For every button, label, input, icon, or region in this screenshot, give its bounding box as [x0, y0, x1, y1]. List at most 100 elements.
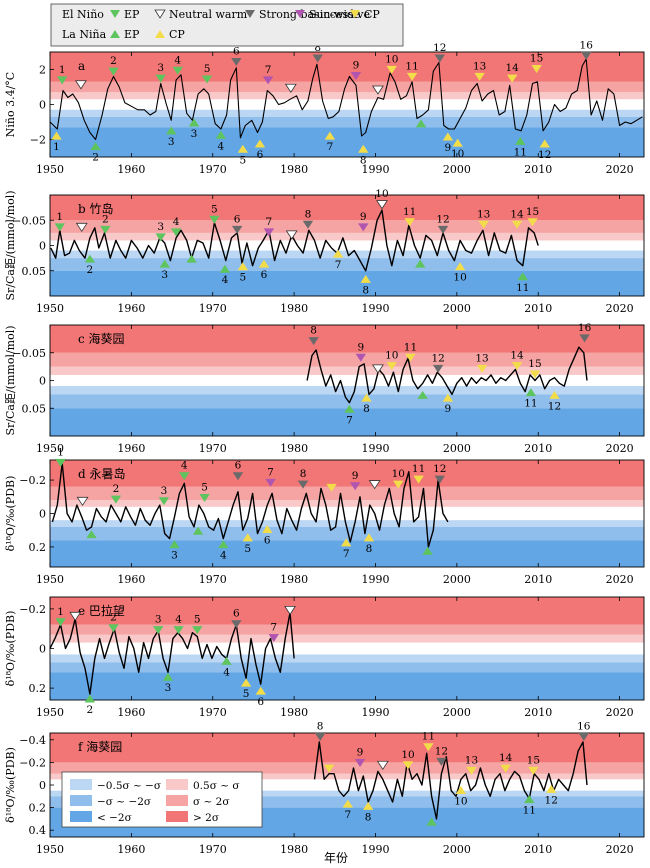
x-tick-label: 1970 [199, 442, 227, 455]
legend-el-label: Neutral warm [169, 8, 248, 21]
event-marker [308, 337, 319, 346]
event-marker [312, 54, 323, 63]
panel-d: 1950 1960 1970 1980 1990 2000 2010 2020 −0.2 0 0.2… [4, 446, 645, 586]
legend-swatch-label: < −2σ [97, 812, 132, 824]
legend-el-marker [245, 10, 255, 18]
x-tick-label: 1970 [199, 843, 227, 856]
x-tick-label: 1950 [36, 573, 64, 586]
x-tick-label: 1950 [36, 706, 64, 719]
y-tick-label: 0.05 [22, 265, 47, 278]
event-marker [231, 58, 242, 66]
cool-band-3 [50, 270, 644, 296]
event-marker [342, 799, 354, 808]
event-marker [262, 525, 273, 534]
event-marker [221, 656, 232, 665]
event-marker [579, 334, 590, 343]
cool-band-1 [50, 520, 644, 527]
legend-la-marker [110, 30, 120, 38]
event-marker [326, 483, 337, 492]
x-tick-label: 1960 [117, 302, 145, 315]
y-axis-label: δ¹⁸O/‰(PDB) [4, 611, 17, 687]
x-tick-label: 1980 [280, 843, 308, 856]
event-label: 7 [327, 141, 334, 153]
event-label: 11 [403, 206, 416, 218]
event-label: 11 [422, 731, 435, 743]
y-tick-label: 0 [39, 779, 46, 792]
event-label: 4 [223, 666, 230, 678]
warm-band-1 [50, 500, 644, 507]
event-label: 8 [366, 543, 373, 555]
x-tick-label: 1980 [280, 302, 308, 315]
cool-band-2 [50, 116, 644, 128]
event-marker [108, 67, 119, 76]
event-marker [437, 225, 449, 234]
event-label: 4 [175, 614, 182, 626]
panel-b: 1950 1960 1970 1980 1990 2000 2010 2020 −0.05 0 0.… [4, 188, 645, 315]
legend-el-items: EP Neutral warm Strong basin-wideSuccessiv… [110, 8, 380, 21]
legend-swatch-label: σ ~ 2σ [193, 796, 230, 808]
event-marker [426, 817, 437, 826]
x-tick-label: 1980 [280, 442, 308, 455]
event-marker [240, 678, 252, 687]
event-label: 7 [343, 548, 350, 560]
warm-band-3 [50, 597, 644, 625]
warm-band-2 [50, 762, 644, 774]
y-tick-label: 0.2 [29, 682, 47, 695]
legend-la-items: EP CP [110, 28, 185, 41]
y-axis-label: δ¹⁸O/‰(PDB) [4, 747, 17, 823]
event-label: 12 [436, 213, 449, 225]
y-tick-label: −0.05 [12, 347, 46, 360]
x-tick-label: 1990 [361, 163, 389, 176]
x-tick-label: 2020 [606, 442, 634, 455]
event-marker [201, 75, 213, 84]
event-label: 14 [505, 62, 519, 74]
event-marker [363, 533, 375, 542]
y-tick-label: −0.2 [19, 603, 46, 616]
legend-el-label: Successive [309, 8, 370, 21]
event-marker [406, 72, 418, 81]
event-label: 6 [261, 269, 268, 281]
event-marker [75, 222, 88, 233]
event-label: 8 [362, 284, 369, 296]
legend-la-nina-label: La Niña [62, 28, 107, 41]
event-label: 11 [523, 805, 536, 817]
event-label: 8 [360, 154, 367, 166]
legend-el-nino-label: El Niño [62, 8, 104, 21]
x-tick-label: 2010 [524, 302, 552, 315]
event-label: 8 [365, 811, 372, 823]
event-label: 2 [87, 264, 94, 276]
panel-title: b 竹岛 [78, 201, 114, 216]
legend-swatch-label: −0.5σ ~ −σ [97, 780, 161, 792]
event-label: 11 [412, 463, 425, 475]
event-label: 3 [161, 485, 168, 497]
event-label: 10 [401, 749, 414, 761]
series-line [49, 612, 295, 695]
y-axis-label: Sr/Ca距/(mmol/mol) [4, 190, 17, 300]
y-tick-label: 0.4 [29, 824, 47, 837]
legend-swatch-label: 0.5σ ~ σ [193, 780, 240, 792]
event-marker [57, 76, 68, 85]
warm-band-1 [50, 92, 644, 100]
warm-band-3 [50, 325, 644, 353]
y-tick-label: 0 [39, 508, 46, 521]
event-label: 2 [87, 704, 94, 716]
event-marker [500, 764, 511, 773]
event-marker [254, 139, 266, 148]
event-label: 12 [433, 463, 446, 475]
event-marker [159, 259, 170, 268]
event-marker [231, 620, 242, 629]
event-label: 15 [528, 358, 541, 370]
x-tick-label: 1980 [280, 163, 308, 176]
event-label: 3 [171, 550, 178, 562]
y-tick-label: 0.05 [22, 402, 47, 415]
event-marker [511, 362, 523, 371]
x-tick-label: 1960 [117, 442, 145, 455]
event-marker [442, 393, 454, 402]
event-marker [69, 611, 82, 622]
event-label: 1 [57, 606, 64, 618]
event-label: 12 [431, 352, 444, 364]
event-marker [506, 74, 518, 83]
event-label: 13 [465, 754, 478, 766]
event-label: 12 [545, 794, 558, 806]
warm-band-1 [50, 634, 644, 643]
